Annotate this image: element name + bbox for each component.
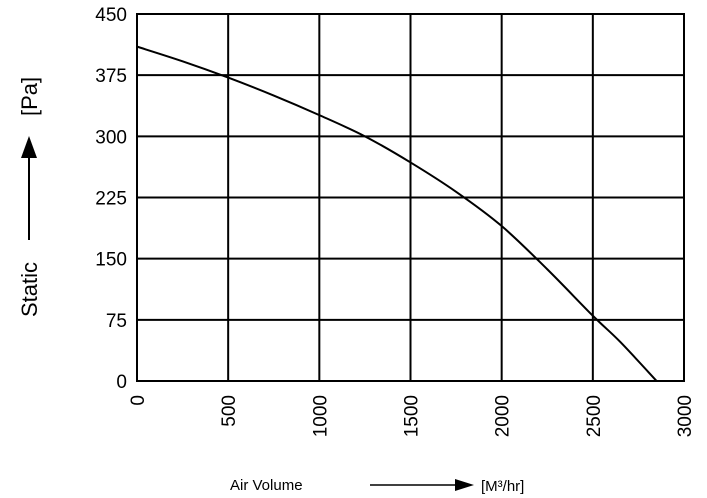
plot-frame (136, 13, 685, 382)
x-tick-label-1000: 1000 (310, 395, 331, 437)
x-tick-label-1500: 1500 (402, 395, 423, 437)
x-tick-label-3000: 3000 (675, 395, 696, 437)
y-axis-arrow-head-icon (21, 136, 37, 158)
x-tick-label-0: 0 (128, 395, 149, 406)
x-axis-label: Air Volume (230, 477, 303, 494)
y-tick-label-0: 0 (116, 372, 127, 393)
series-line-0 (136, 45, 658, 382)
grid (137, 14, 684, 381)
y-tick-label-225: 225 (95, 189, 127, 210)
x-tick-label-2000: 2000 (493, 395, 514, 437)
y-tick-labels: 0 75 150 225 300 375 450 (95, 5, 127, 393)
y-axis-label: Static (17, 262, 42, 317)
x-tick-label-500: 500 (219, 395, 240, 427)
y-tick-label-75: 75 (106, 311, 127, 332)
series-layer (136, 45, 658, 382)
x-axis-unit: [M³/hr] (481, 478, 524, 495)
y-tick-label-450: 450 (95, 5, 127, 26)
y-axis-unit: [Pa] (17, 77, 42, 116)
x-tick-label-2500: 2500 (584, 395, 605, 437)
y-tick-label-150: 150 (95, 250, 127, 271)
x-tick-labels: 0 500 1000 1500 2000 2500 3000 (128, 395, 696, 437)
y-tick-label-375: 375 (95, 66, 127, 87)
plot-border (136, 13, 685, 382)
x-axis-arrow-head-icon (455, 479, 474, 491)
y-tick-label-300: 300 (95, 127, 127, 148)
